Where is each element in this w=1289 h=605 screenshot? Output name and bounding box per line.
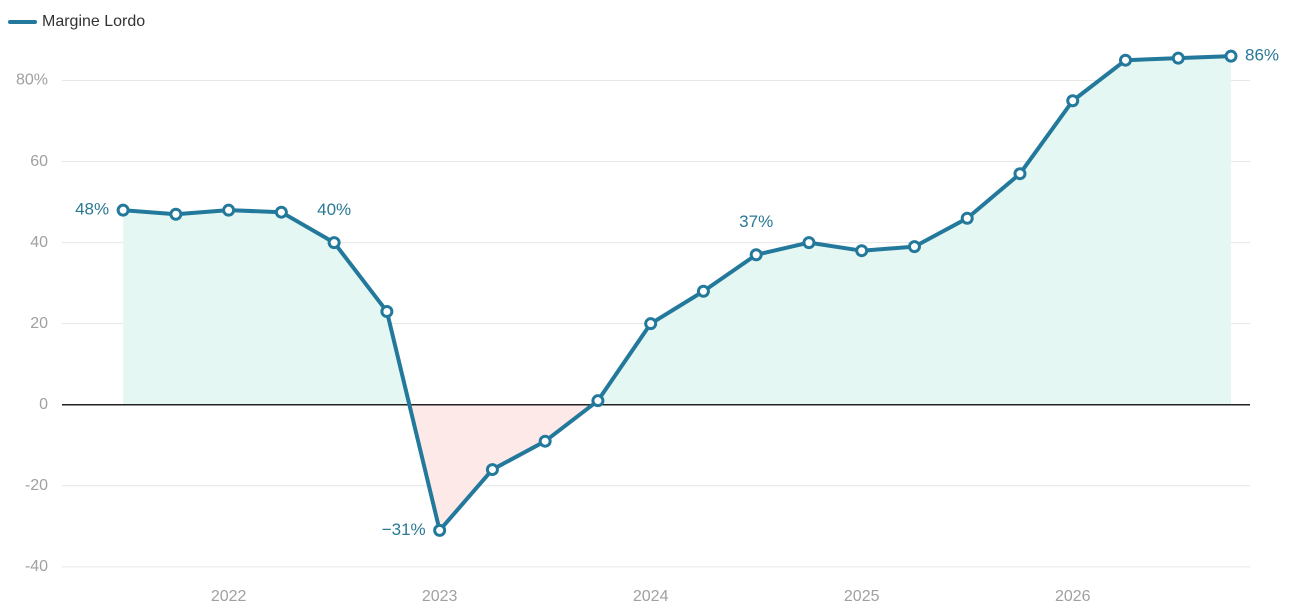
data-label: 37% [739, 212, 773, 231]
y-tick-label: -40 [25, 558, 48, 575]
y-tick-label: 0 [39, 396, 48, 413]
y-tick-label: 20 [30, 315, 48, 332]
point [591, 394, 605, 408]
point [1224, 49, 1238, 63]
data-label: 86% [1245, 46, 1279, 65]
point [169, 207, 183, 221]
point [1013, 167, 1027, 181]
point [222, 203, 236, 217]
y-tick-label: -20 [25, 477, 48, 494]
point [696, 284, 710, 298]
y-tick-label: 60 [30, 153, 48, 170]
point [1066, 94, 1080, 108]
point [855, 244, 869, 258]
point [433, 523, 447, 537]
data-label: 40% [317, 200, 351, 219]
point [116, 203, 130, 217]
x-tick-label: 2022 [211, 588, 247, 605]
data-label: −31% [382, 520, 426, 539]
point [1118, 53, 1132, 67]
y-tick-label: 80% [16, 72, 48, 89]
point [644, 317, 658, 331]
x-tick-label: 2023 [422, 588, 458, 605]
x-tick-label: 2025 [844, 588, 880, 605]
point [380, 305, 394, 318]
point [538, 434, 552, 448]
point [802, 236, 816, 250]
point [960, 211, 974, 225]
area-positive [123, 56, 1232, 405]
point [485, 463, 499, 477]
legend-label: Margine Lordo [42, 13, 145, 30]
y-tick-label: 40 [30, 234, 48, 251]
line [122, 54, 1232, 533]
x-tick-label: 2024 [633, 588, 669, 605]
point [1171, 51, 1185, 65]
point [907, 240, 921, 254]
x-tick-label: 2026 [1055, 588, 1091, 605]
point [749, 248, 763, 262]
point [327, 236, 341, 250]
point [274, 205, 288, 219]
data-label: 48% [75, 200, 109, 219]
